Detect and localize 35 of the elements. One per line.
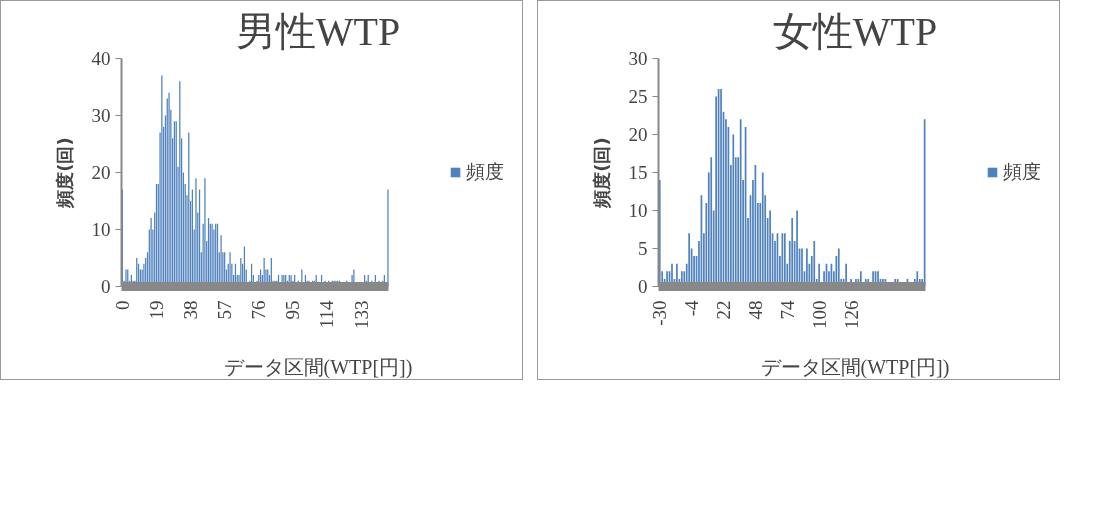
x-tick-label: -4 [681, 300, 703, 317]
y-tick-label: 30 [628, 48, 648, 69]
chart-title: 女性WTP [772, 8, 938, 54]
y-tick-label: 15 [628, 162, 648, 183]
y-tick-label: 40 [91, 48, 111, 69]
x-tick-label: 100 [808, 300, 830, 329]
chart-title: 男性WTP [235, 8, 401, 54]
y-axis-title: 頻度(回) [53, 137, 75, 209]
x-axis-title: データ区間(WTP[円]) [223, 356, 413, 379]
y-tick-label: 10 [91, 219, 111, 240]
y-tick-label: 20 [628, 124, 648, 145]
x-tick-label: 114 [316, 300, 338, 329]
x-tick-label: 133 [350, 300, 372, 329]
x-tick-label: 0 [111, 300, 133, 310]
x-tick-label: 57 [214, 300, 236, 320]
y-tick-label: 5 [638, 238, 648, 259]
y-tick-label: 0 [638, 276, 648, 297]
y-tick-label: 10 [628, 200, 648, 221]
y-tick-label: 20 [91, 162, 111, 183]
x-tick-label: 19 [145, 300, 167, 320]
x-tick-label: 38 [180, 300, 202, 320]
y-tick-label: 25 [628, 86, 648, 107]
x-tick-label: 76 [248, 300, 270, 320]
x-tick-label: 126 [840, 300, 862, 329]
x-tick-label: -30 [649, 300, 671, 326]
legend-label: 頻度 [466, 160, 504, 184]
y-tick-label: 30 [91, 105, 111, 126]
x-tick-label: 95 [282, 300, 304, 320]
y-tick-label: 0 [101, 276, 111, 297]
y-axis-title: 頻度(回) [590, 137, 612, 209]
legend-label: 頻度 [1003, 160, 1041, 184]
x-tick-label: 74 [776, 300, 798, 320]
x-tick-label: 48 [744, 300, 766, 320]
x-tick-label: 22 [713, 300, 734, 320]
x-axis-title: データ区間(WTP[円]) [760, 356, 950, 379]
